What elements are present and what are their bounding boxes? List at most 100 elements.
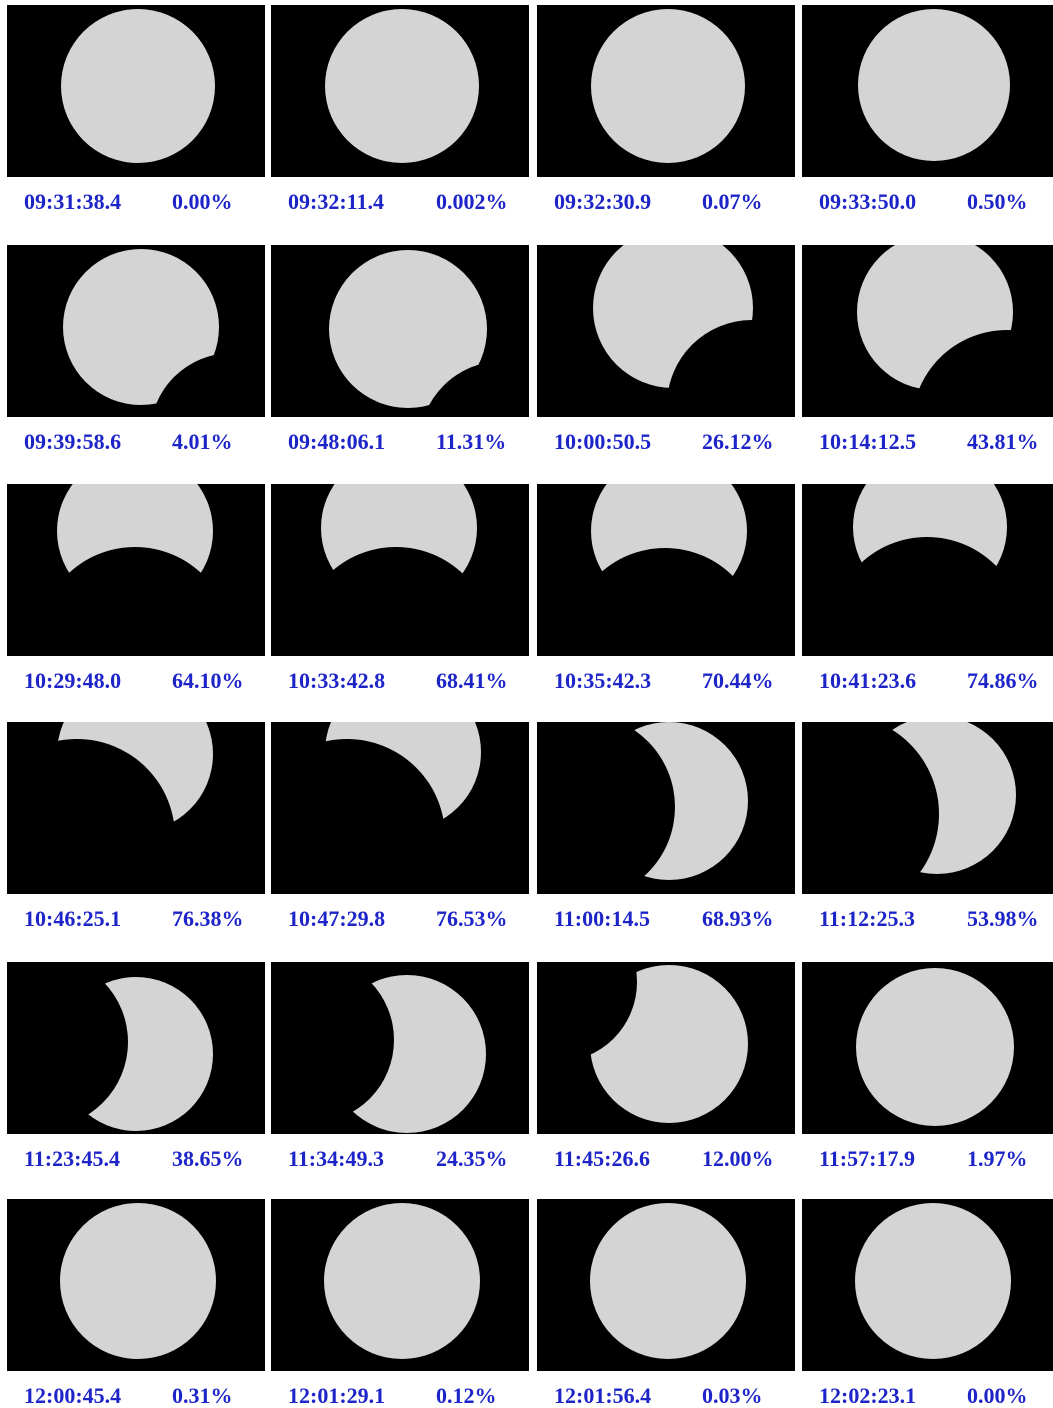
sun-image (593, 245, 795, 417)
sun-image (858, 9, 1053, 177)
timestamp-label: 10:14:12.5 (819, 429, 917, 454)
sun-disk (590, 1203, 746, 1359)
sun-image (855, 1203, 1011, 1359)
eclipse-frame (271, 962, 529, 1134)
obscuration-label: 0.00% (967, 1383, 1028, 1408)
eclipse-frame (802, 245, 1053, 417)
timestamp-label: 09:33:50.0 (819, 189, 917, 214)
obscuration-label: 11.31% (436, 429, 507, 454)
timestamp-label: 11:00:14.5 (554, 906, 650, 931)
obscuration-label: 26.12% (702, 429, 774, 454)
sun-image (857, 245, 1053, 417)
obscuration-label: 0.31% (172, 1383, 233, 1408)
timestamp-label: 12:01:56.4 (554, 1383, 652, 1408)
sun-image (63, 249, 265, 417)
moon-disk (152, 353, 265, 417)
moon-disk (537, 962, 637, 1062)
eclipse-frame (537, 484, 795, 656)
sun-image (591, 9, 745, 163)
obscuration-label: 76.38% (172, 906, 244, 931)
moon-disk (423, 361, 529, 417)
timestamp-label: 11:34:49.3 (288, 1146, 384, 1171)
timestamp-label: 10:46:25.1 (24, 906, 122, 931)
sun-image (299, 484, 493, 656)
timestamp-label: 11:23:45.4 (24, 1146, 120, 1171)
sun-image (271, 962, 486, 1133)
eclipse-frame (7, 1199, 265, 1371)
eclipse-frame (7, 245, 265, 417)
moon-disk (271, 739, 445, 894)
moon-disk (667, 320, 795, 417)
obscuration-label: 68.41% (436, 668, 508, 693)
timestamp-label: 12:02:23.1 (819, 1383, 917, 1408)
timestamp-label: 09:31:38.4 (24, 189, 122, 214)
timestamp-label: 10:29:48.0 (24, 668, 122, 693)
eclipse-frame (802, 5, 1053, 177)
sun-image (802, 962, 1014, 1126)
obscuration-label: 38.65% (172, 1146, 244, 1171)
timestamp-label: 11:57:17.9 (819, 1146, 915, 1171)
obscuration-label: 0.07% (702, 189, 763, 214)
moon-disk (271, 962, 394, 1123)
moon-disk (802, 722, 939, 894)
moon-disk (299, 547, 493, 656)
moon-disk (38, 547, 232, 656)
eclipse-frame (802, 484, 1053, 656)
sun-disk (855, 1203, 1011, 1359)
eclipse-frame (7, 5, 265, 177)
sun-disk (61, 9, 215, 163)
sun-image (802, 722, 1016, 894)
obscuration-label: 1.97% (967, 1146, 1028, 1171)
sun-image (537, 962, 748, 1123)
moon-disk (537, 722, 675, 894)
eclipse-frame (802, 962, 1053, 1134)
moon-disk (963, 135, 1053, 177)
moon-disk (569, 548, 761, 656)
obscuration-label: 43.81% (967, 429, 1039, 454)
sun-image (61, 9, 215, 163)
moon-disk (7, 962, 128, 1128)
obscuration-label: 0.12% (436, 1383, 497, 1408)
timestamp-label: 09:39:58.6 (24, 429, 122, 454)
eclipse-frame (271, 245, 529, 417)
sun-disk (63, 249, 219, 405)
obscuration-label: 70.44% (702, 668, 774, 693)
sun-image (38, 484, 232, 656)
timestamp-label: 12:01:29.1 (288, 1383, 386, 1408)
timestamp-label: 11:12:25.3 (819, 906, 915, 931)
timestamp-label: 09:48:06.1 (288, 429, 386, 454)
moon-disk (301, 1234, 321, 1254)
eclipse-frame (271, 484, 529, 656)
moon-disk (7, 739, 175, 894)
eclipse-frame (271, 1199, 529, 1371)
obscuration-label: 0.50% (967, 189, 1028, 214)
obscuration-label: 4.01% (172, 429, 233, 454)
eclipse-frame (537, 1199, 795, 1371)
obscuration-label: 0.03% (702, 1383, 763, 1408)
moon-disk (32, 1224, 62, 1254)
obscuration-label: 0.00% (172, 189, 233, 214)
sun-image (590, 1203, 746, 1359)
sun-disk (329, 250, 487, 408)
timestamp-label: 10:47:29.8 (288, 906, 386, 931)
eclipse-frame (271, 722, 529, 894)
sun-image (301, 1203, 480, 1359)
obscuration-label: 64.10% (172, 668, 244, 693)
timestamp-label: 10:35:42.3 (554, 668, 652, 693)
sun-image (325, 9, 479, 163)
timestamp-label: 10:33:42.8 (288, 668, 386, 693)
sun-disk (856, 968, 1014, 1126)
sun-image (7, 962, 213, 1131)
sun-image (7, 722, 213, 894)
sun-disk (325, 9, 479, 163)
obscuration-label: 0.002% (436, 189, 508, 214)
moon-disk (802, 962, 882, 986)
sun-image (830, 484, 1024, 656)
sun-image (271, 722, 481, 894)
timestamp-label: 11:45:26.6 (554, 1146, 650, 1171)
obscuration-label: 68.93% (702, 906, 774, 931)
obscuration-label: 12.00% (702, 1146, 774, 1171)
sun-image (537, 722, 748, 894)
timestamp-label: 10:00:50.5 (554, 429, 652, 454)
sun-disk (858, 9, 1010, 161)
